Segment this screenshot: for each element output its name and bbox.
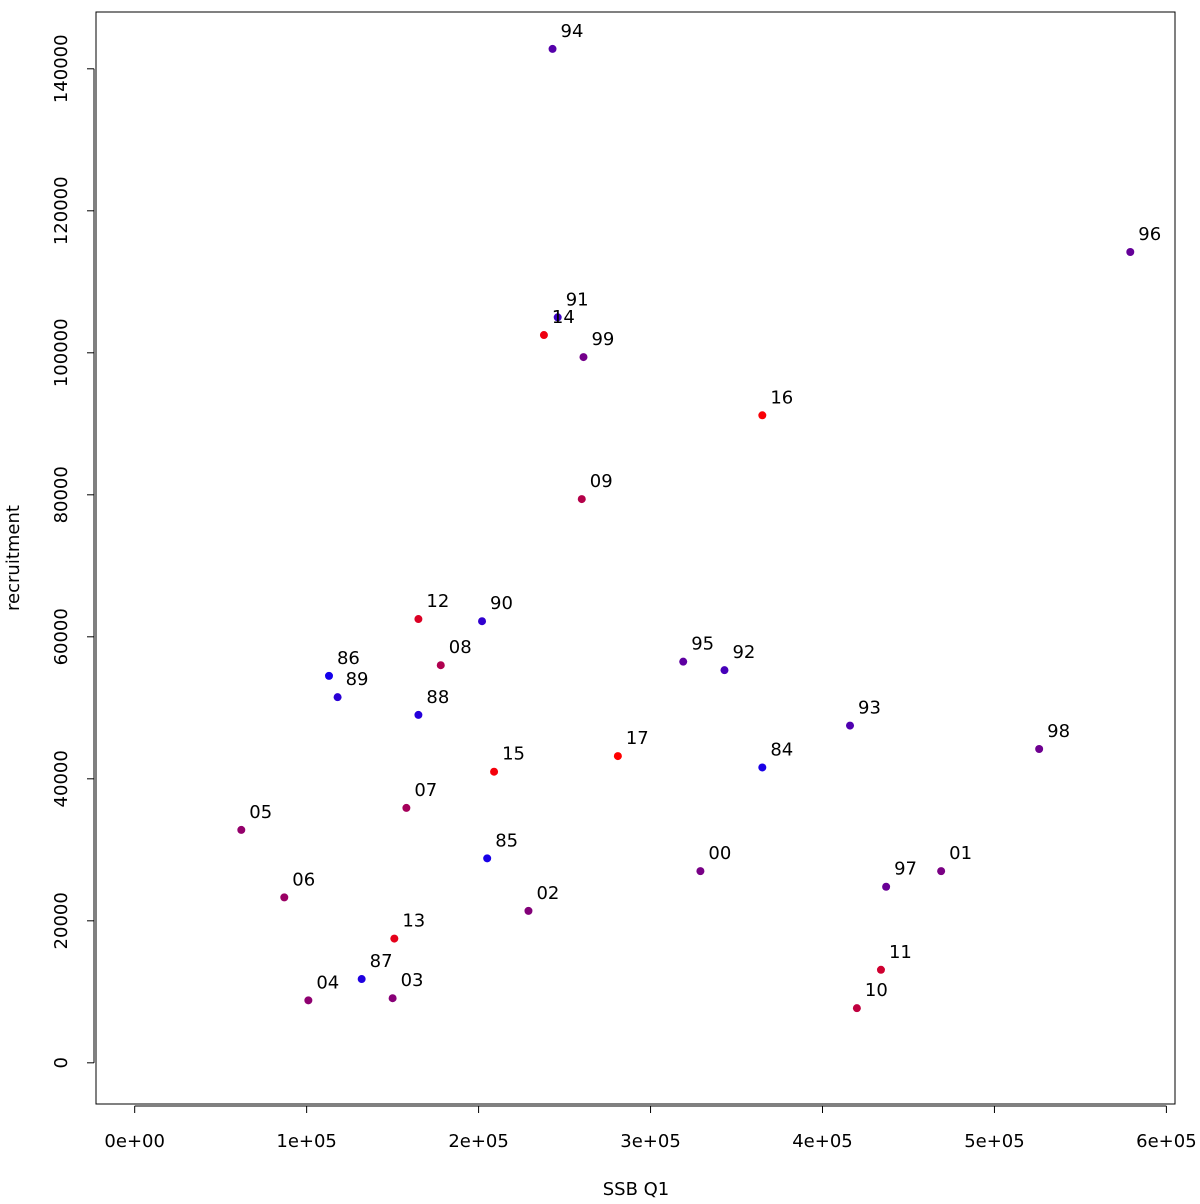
data-point-label: 04 bbox=[316, 972, 339, 993]
data-points bbox=[237, 44, 1135, 1013]
data-point bbox=[390, 934, 399, 943]
data-point bbox=[436, 661, 445, 670]
data-point-label: 98 bbox=[1047, 721, 1070, 742]
y-tick-label: 60000 bbox=[51, 608, 72, 665]
x-tick-label: 6e+05 bbox=[1136, 1131, 1197, 1152]
data-point bbox=[539, 331, 548, 340]
data-point bbox=[237, 825, 246, 834]
data-point-label: 12 bbox=[426, 591, 449, 612]
y-tick-label: 0 bbox=[51, 1057, 72, 1068]
data-point-label: 10 bbox=[865, 980, 888, 1001]
y-tick-label: 100000 bbox=[51, 318, 72, 387]
data-point-label: 07 bbox=[414, 780, 437, 801]
data-point bbox=[553, 313, 562, 322]
x-tick-label: 1e+05 bbox=[276, 1131, 337, 1152]
data-point bbox=[846, 721, 855, 730]
data-point-label: 86 bbox=[337, 648, 360, 669]
data-point bbox=[1126, 247, 1135, 256]
x-tick-label: 0e+00 bbox=[104, 1131, 165, 1152]
data-point-label: 96 bbox=[1138, 224, 1161, 245]
x-tick-label: 5e+05 bbox=[964, 1131, 1025, 1152]
data-point-label: 85 bbox=[495, 830, 518, 851]
point-labels: 84 85 86 87 88 89 90 91 92 93 94 95 96 97 98 99 00 01 02 03… bbox=[249, 21, 1161, 1001]
x-tick-label: 3e+05 bbox=[620, 1131, 681, 1152]
data-point-label: 97 bbox=[894, 859, 917, 880]
y-axis: 0 20000 40000 60000 80000 100000 120000 140000 bbox=[51, 34, 95, 1069]
data-point bbox=[402, 803, 411, 812]
data-point bbox=[414, 615, 423, 624]
data-point bbox=[324, 671, 333, 680]
x-axis: 0e+00 1e+05 2e+05 3e+05 4e+05 5e+05 6e+05 bbox=[104, 1105, 1197, 1152]
data-point bbox=[524, 906, 533, 915]
data-point-label: 02 bbox=[536, 883, 559, 904]
data-point-label: 16 bbox=[770, 387, 793, 408]
data-point-label: 15 bbox=[502, 744, 525, 765]
data-point-label: 03 bbox=[401, 970, 424, 991]
data-point-label: 09 bbox=[590, 471, 613, 492]
data-point-label: 88 bbox=[426, 687, 449, 708]
data-point-label: 06 bbox=[292, 869, 315, 890]
data-point-label: 01 bbox=[949, 843, 972, 864]
data-point bbox=[388, 994, 397, 1003]
data-point bbox=[696, 867, 705, 876]
data-point-label: 87 bbox=[370, 951, 393, 972]
data-point bbox=[679, 657, 688, 666]
y-tick-label: 20000 bbox=[51, 892, 72, 949]
data-point bbox=[758, 411, 767, 420]
data-point bbox=[876, 965, 885, 974]
y-tick-label: 80000 bbox=[51, 466, 72, 523]
data-point-label: 91 bbox=[566, 289, 589, 310]
data-point bbox=[414, 710, 423, 719]
data-point bbox=[758, 763, 767, 772]
data-point-label: 93 bbox=[858, 698, 881, 719]
data-point-label: 99 bbox=[591, 329, 614, 350]
data-point bbox=[937, 867, 946, 876]
data-point-label: 08 bbox=[449, 637, 472, 658]
data-point bbox=[852, 1004, 861, 1013]
data-point bbox=[483, 854, 492, 863]
x-axis-title: SSB Q1 bbox=[603, 1179, 670, 1200]
data-point bbox=[490, 767, 499, 776]
data-point-label: 90 bbox=[490, 593, 513, 614]
y-tick-label: 40000 bbox=[51, 750, 72, 807]
data-point bbox=[613, 752, 622, 761]
data-point bbox=[357, 975, 366, 984]
data-point-label: 05 bbox=[249, 802, 272, 823]
data-point bbox=[577, 495, 586, 504]
y-tick-label: 120000 bbox=[51, 176, 72, 245]
data-point-label: 94 bbox=[561, 21, 584, 42]
plot-frame bbox=[95, 11, 1176, 1105]
data-point-label: 84 bbox=[770, 739, 793, 760]
data-point-label: 11 bbox=[889, 942, 912, 963]
data-point bbox=[280, 893, 289, 902]
y-axis-title: recruitment bbox=[3, 505, 24, 611]
data-point bbox=[478, 617, 487, 626]
data-point bbox=[720, 666, 729, 675]
x-tick-label: 4e+05 bbox=[792, 1131, 853, 1152]
data-point bbox=[882, 882, 891, 891]
data-point-label: 00 bbox=[708, 843, 731, 864]
x-tick-label: 2e+05 bbox=[448, 1131, 509, 1152]
data-point bbox=[333, 693, 342, 702]
data-point bbox=[304, 996, 313, 1005]
y-tick-label: 140000 bbox=[51, 34, 72, 103]
data-point-label: 17 bbox=[626, 728, 649, 749]
data-point bbox=[1035, 744, 1044, 753]
data-point-label: 13 bbox=[402, 911, 425, 932]
data-point-label: 92 bbox=[732, 642, 755, 663]
data-point-label: 14 bbox=[552, 307, 575, 328]
data-point bbox=[579, 353, 588, 362]
data-point-label: 89 bbox=[346, 669, 369, 690]
data-point bbox=[548, 44, 557, 53]
data-point-label: 95 bbox=[691, 634, 714, 655]
